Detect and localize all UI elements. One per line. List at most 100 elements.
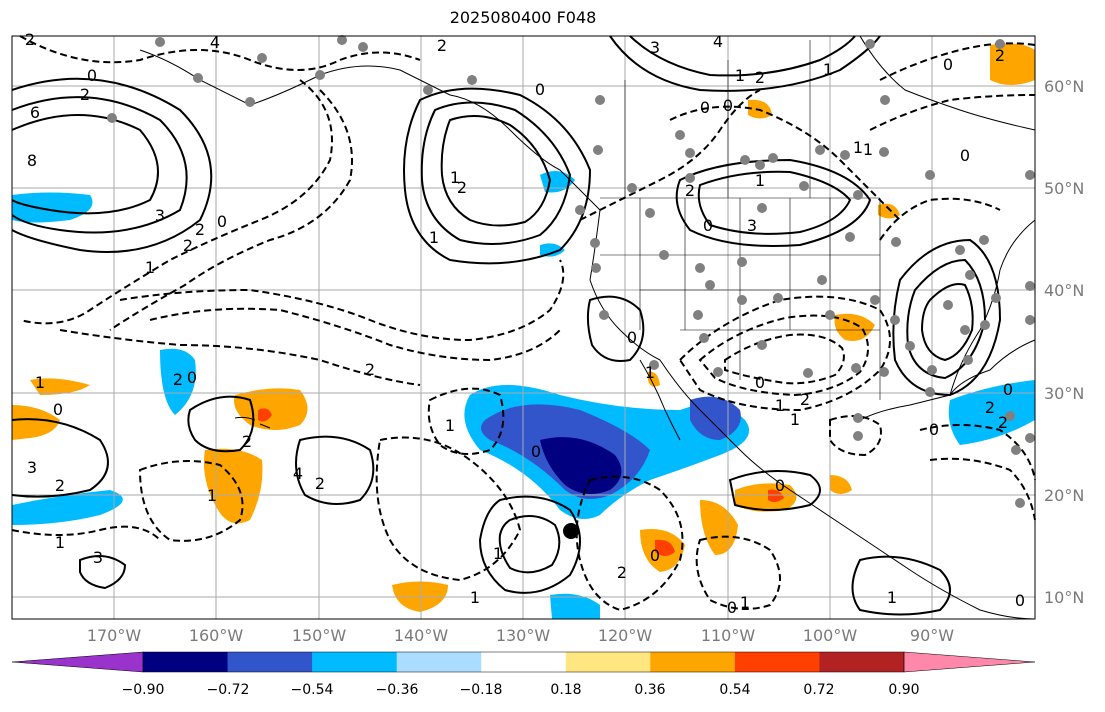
alaska-coast (139, 49, 601, 211)
colorbar-tick-label: 0.36 (634, 682, 666, 698)
contour-label: 1 (887, 588, 897, 607)
contour-central-solid (728, 470, 821, 511)
contour-label: 1 (755, 171, 765, 190)
colorbar-extend-max (903, 651, 1036, 673)
colorbar-box (819, 652, 905, 672)
colorbar-tick-label: −0.18 (459, 682, 503, 698)
negative-anomaly-dark (540, 437, 622, 494)
contour-label: 1 (470, 588, 480, 607)
colorbar-box (650, 652, 736, 672)
positive-anomaly-mexico-core (768, 489, 784, 503)
plot-frame (11, 35, 1036, 620)
negative-anomaly-south (550, 593, 600, 619)
lat-label-20n: 20°N (1044, 486, 1085, 505)
lon-label-100w: 100°W (802, 626, 858, 645)
dash-atlantic-2 (929, 457, 1036, 521)
contour-label: 1 (823, 60, 833, 79)
contour-label: 2 (685, 181, 695, 200)
positive-anomaly-gulf (830, 475, 852, 494)
colorbar-box (227, 652, 313, 672)
dash-texas-2 (698, 314, 869, 397)
colorbar (11, 651, 1036, 673)
contour-canada-high (675, 158, 872, 247)
contour-label: 2 (457, 178, 467, 197)
negative-anomaly-west (12, 490, 123, 525)
dash-pacific-5 (695, 535, 781, 610)
lon-label-140w: 140°W (393, 626, 449, 645)
contour-north-high-2 (629, 35, 856, 77)
contour-label: 1 (445, 416, 455, 435)
contour-west-solid (11, 418, 109, 498)
contour-label: 2 (800, 390, 810, 409)
contour-label: 0 (187, 368, 197, 387)
contour-label: 1 (493, 544, 503, 563)
contour-label: 4 (210, 33, 220, 52)
lon-label-120w: 120°W (597, 626, 653, 645)
lon-label-90w: 90°W (909, 626, 955, 645)
contour-se-solid (851, 555, 951, 616)
colorbar-extend-min (11, 651, 144, 673)
positive-anomaly-west (12, 405, 60, 440)
contour-label: 4 (713, 32, 723, 51)
positive-anomaly-mexico (735, 483, 797, 512)
lat-label-40n: 40°N (1044, 281, 1085, 300)
colorbar-box (143, 652, 229, 672)
positive-anomaly-pacific-core (655, 539, 675, 556)
colorbar-tick-label: 0.18 (550, 682, 582, 698)
contour-pacific-low-solid (478, 495, 581, 594)
contour-label: 0 (727, 598, 737, 617)
contour-label: 0 (627, 328, 637, 347)
contour-canada-high-2 (697, 170, 852, 235)
contour-label: 8 (27, 151, 37, 170)
contour-label: 3 (27, 458, 37, 477)
negative-anomaly-atlantic (948, 380, 1035, 445)
contour-label: 0 (775, 476, 785, 495)
dash-pacific-2 (427, 387, 505, 455)
contour-label: 2 (365, 360, 375, 379)
dash-se-2 (669, 105, 901, 221)
positive-anomaly-south-hawaii (203, 448, 263, 524)
contour-label: 2 (80, 85, 90, 104)
contour-label: 0 (87, 66, 97, 85)
dash-se-1 (579, 89, 761, 221)
dash-east-1 (879, 42, 1036, 81)
contour-label: 1 (429, 228, 439, 247)
negative-anomaly-nw (12, 192, 93, 223)
contour-label: 2 (755, 68, 765, 87)
contour-label: 0 (703, 216, 713, 235)
colorbar-tick-label: −0.72 (206, 682, 250, 698)
contour-label: 0 (650, 546, 660, 565)
contour-label: 0 (700, 98, 710, 117)
colorbar-tick-label: 0.90 (888, 682, 920, 698)
colorbar-frame (142, 651, 905, 673)
contour-east-high-3 (920, 283, 974, 362)
colorbar-box (396, 652, 482, 672)
contour-label: 0 (53, 400, 63, 419)
contour-label: 3 (650, 38, 660, 57)
negative-anomaly-bc2 (540, 243, 565, 257)
contour-label: 2 (183, 236, 193, 255)
contour-label: 1 (735, 66, 745, 85)
contour-small-low (79, 555, 127, 590)
contour-label: 0 (960, 146, 970, 165)
dash-east-2 (869, 94, 1036, 131)
contour-label: 2 (998, 413, 1008, 432)
contour-high-west-2 (11, 96, 188, 234)
contour-label: 1 (145, 258, 155, 277)
contour-label: 2 (55, 476, 65, 495)
contour-label: 1 (207, 486, 217, 505)
contour-label: 0 (531, 442, 541, 461)
colorbar-box (734, 652, 820, 672)
dash-east-3 (879, 197, 1001, 241)
lon-label-160w: 160°W (188, 626, 244, 645)
dash-west-south (11, 525, 161, 541)
positive-contours (11, 35, 1002, 616)
contour-label: 2 (995, 46, 1005, 65)
lat-label-10n: 10°N (1044, 588, 1085, 607)
contour-label: 2 (242, 432, 252, 451)
baja (639, 359, 681, 441)
colorbar-boxes (143, 652, 905, 672)
contour-label: 1 (853, 138, 863, 157)
colorbar-tick-label: 0.72 (803, 682, 835, 698)
